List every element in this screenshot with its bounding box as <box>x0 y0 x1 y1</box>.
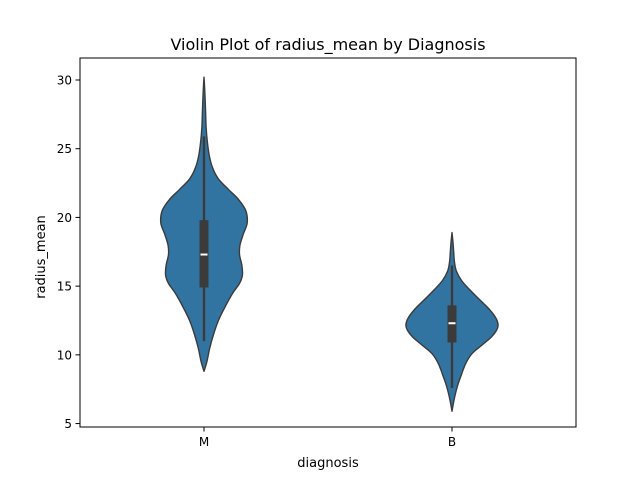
plot-area <box>159 76 499 412</box>
chart-title: Violin Plot of radius_mean by Diagnosis <box>170 35 485 55</box>
x-tick-label-b: B <box>448 435 456 449</box>
axes: 5 10 15 20 25 30 M B <box>57 57 577 449</box>
y-axis-label: radius_mean <box>34 215 49 299</box>
x-tick-label-m: M <box>199 435 209 449</box>
x-axis-label: diagnosis <box>297 456 359 471</box>
plot-frame <box>79 57 577 428</box>
y-tick-label: 30 <box>57 73 72 87</box>
y-tick-label: 5 <box>64 417 72 431</box>
y-tick-label: 10 <box>57 348 72 362</box>
y-tick-label: 25 <box>57 142 72 156</box>
y-tick-label: 20 <box>57 211 72 225</box>
y-tick-label: 15 <box>57 280 72 294</box>
